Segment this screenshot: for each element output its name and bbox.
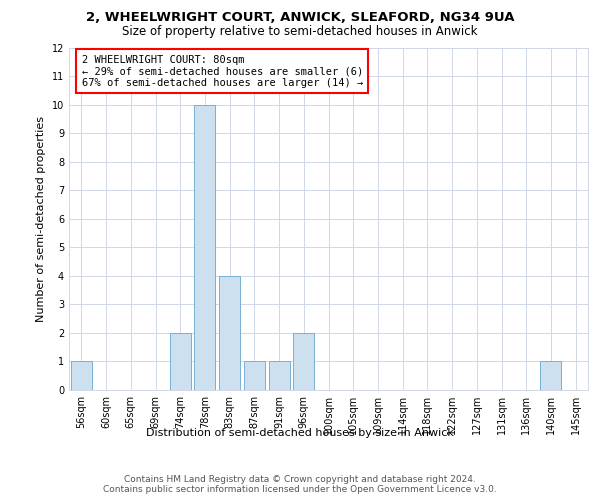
Y-axis label: Number of semi-detached properties: Number of semi-detached properties [36, 116, 46, 322]
Bar [541, 362, 562, 390]
Text: 2, WHEELWRIGHT COURT, ANWICK, SLEAFORD, NG34 9UA: 2, WHEELWRIGHT COURT, ANWICK, SLEAFORD, … [86, 11, 514, 24]
Text: Distribution of semi-detached houses by size in Anwick: Distribution of semi-detached houses by … [146, 428, 454, 438]
Bar [244, 362, 265, 390]
Bar [293, 333, 314, 390]
Text: Size of property relative to semi-detached houses in Anwick: Size of property relative to semi-detach… [122, 25, 478, 38]
Text: Contains HM Land Registry data © Crown copyright and database right 2024.
Contai: Contains HM Land Registry data © Crown c… [103, 474, 497, 494]
Bar [269, 362, 290, 390]
Bar [71, 362, 92, 390]
Bar [170, 333, 191, 390]
Bar [194, 104, 215, 390]
Text: 2 WHEELWRIGHT COURT: 80sqm
← 29% of semi-detached houses are smaller (6)
67% of : 2 WHEELWRIGHT COURT: 80sqm ← 29% of semi… [82, 54, 363, 88]
Bar [219, 276, 240, 390]
